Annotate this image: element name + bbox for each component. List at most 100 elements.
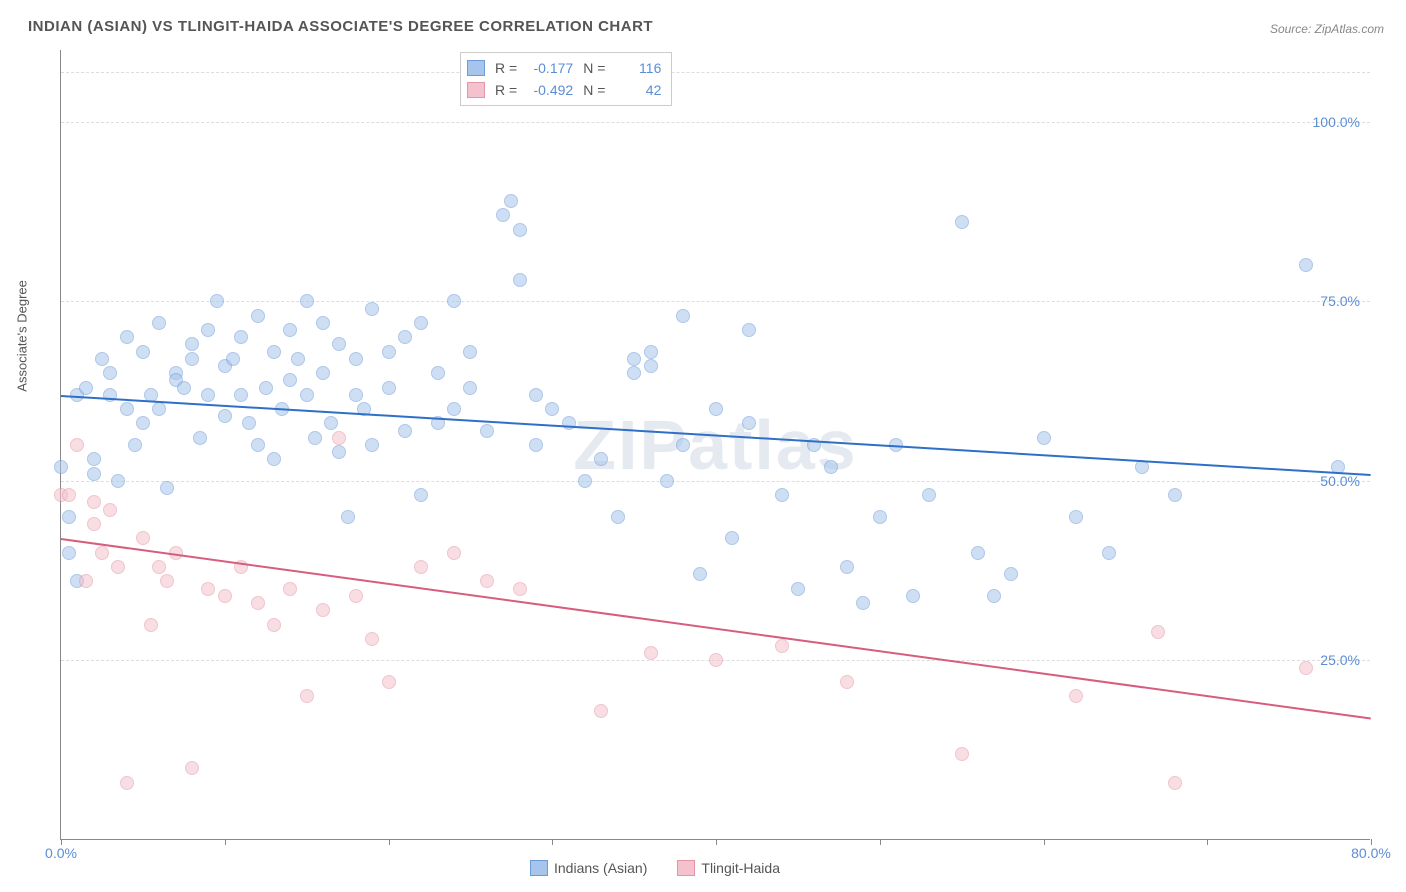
scatter-point: [840, 560, 854, 574]
x-tick: [880, 839, 881, 845]
y-axis-label: Associate's Degree: [15, 280, 30, 392]
scatter-point: [70, 438, 84, 452]
scatter-point: [300, 294, 314, 308]
scatter-point: [62, 488, 76, 502]
scatter-point: [160, 574, 174, 588]
x-tick: [225, 839, 226, 845]
scatter-point: [611, 510, 625, 524]
scatter-point: [152, 560, 166, 574]
y-tick-label: 25.0%: [1320, 652, 1360, 668]
scatter-point: [562, 416, 576, 430]
scatter-point: [594, 452, 608, 466]
scatter-point: [594, 704, 608, 718]
scatter-point: [693, 567, 707, 581]
scatter-point: [185, 337, 199, 351]
scatter-point: [504, 194, 518, 208]
stats-row-series-1: R = -0.492 N = 42: [467, 79, 661, 101]
scatter-point: [62, 510, 76, 524]
chart-container: INDIAN (ASIAN) VS TLINGIT-HAIDA ASSOCIAT…: [10, 10, 1396, 882]
scatter-point: [79, 381, 93, 395]
scatter-point: [840, 675, 854, 689]
scatter-point: [316, 603, 330, 617]
gridline: [61, 72, 1370, 73]
source-name: ZipAtlas.com: [1315, 22, 1384, 36]
scatter-point: [193, 431, 207, 445]
scatter-point: [1102, 546, 1116, 560]
scatter-point: [775, 639, 789, 653]
x-tick: [552, 839, 553, 845]
chart-title: INDIAN (ASIAN) VS TLINGIT-HAIDA ASSOCIAT…: [28, 18, 653, 35]
scatter-point: [185, 761, 199, 775]
scatter-point: [382, 345, 396, 359]
scatter-point: [316, 316, 330, 330]
swatch-series-0: [467, 60, 485, 76]
n-label: N =: [583, 79, 605, 101]
scatter-point: [873, 510, 887, 524]
scatter-point: [128, 438, 142, 452]
scatter-point: [111, 474, 125, 488]
r-label: R =: [495, 79, 517, 101]
scatter-point: [324, 416, 338, 430]
legend-label-0: Indians (Asian): [554, 860, 647, 876]
scatter-point: [267, 345, 281, 359]
scatter-point: [300, 689, 314, 703]
r-value-1: -0.492: [523, 79, 573, 101]
scatter-point: [291, 352, 305, 366]
scatter-point: [431, 366, 445, 380]
scatter-point: [95, 352, 109, 366]
stats-legend: R = -0.177 N = 116 R = -0.492 N = 42: [460, 52, 672, 106]
scatter-point: [201, 323, 215, 337]
scatter-point: [955, 215, 969, 229]
scatter-point: [480, 424, 494, 438]
scatter-point: [496, 208, 510, 222]
y-tick-label: 50.0%: [1320, 473, 1360, 489]
scatter-point: [987, 589, 1001, 603]
scatter-point: [152, 316, 166, 330]
x-tick: [1044, 839, 1045, 845]
scatter-point: [349, 352, 363, 366]
scatter-point: [87, 517, 101, 531]
plot-area: ZIPatlas 25.0%50.0%75.0%100.0%0.0%80.0%: [60, 50, 1370, 840]
scatter-point: [627, 366, 641, 380]
source-prefix: Source:: [1270, 22, 1315, 36]
scatter-point: [922, 488, 936, 502]
scatter-point: [856, 596, 870, 610]
scatter-point: [283, 323, 297, 337]
scatter-point: [627, 352, 641, 366]
scatter-point: [971, 546, 985, 560]
scatter-point: [218, 589, 232, 603]
legend-swatch-1: [677, 860, 695, 876]
scatter-point: [791, 582, 805, 596]
scatter-point: [251, 438, 265, 452]
gridline: [61, 122, 1370, 123]
scatter-point: [251, 596, 265, 610]
scatter-point: [742, 416, 756, 430]
scatter-point: [87, 467, 101, 481]
scatter-point: [676, 309, 690, 323]
scatter-point: [144, 618, 158, 632]
scatter-point: [1151, 625, 1165, 639]
scatter-point: [513, 582, 527, 596]
scatter-point: [545, 402, 559, 416]
scatter-point: [218, 409, 232, 423]
scatter-point: [725, 531, 739, 545]
scatter-point: [332, 337, 346, 351]
scatter-point: [283, 582, 297, 596]
scatter-point: [283, 373, 297, 387]
scatter-point: [1299, 258, 1313, 272]
scatter-point: [259, 381, 273, 395]
legend-label-1: Tlingit-Haida: [701, 860, 780, 876]
gridline: [61, 481, 1370, 482]
scatter-point: [136, 531, 150, 545]
n-value-0: 116: [611, 57, 661, 79]
r-label: R =: [495, 57, 517, 79]
scatter-point: [95, 546, 109, 560]
scatter-point: [87, 452, 101, 466]
scatter-point: [1168, 776, 1182, 790]
scatter-point: [644, 345, 658, 359]
scatter-point: [1168, 488, 1182, 502]
scatter-point: [529, 438, 543, 452]
legend-item-1: Tlingit-Haida: [677, 860, 780, 876]
scatter-point: [414, 316, 428, 330]
scatter-point: [242, 416, 256, 430]
